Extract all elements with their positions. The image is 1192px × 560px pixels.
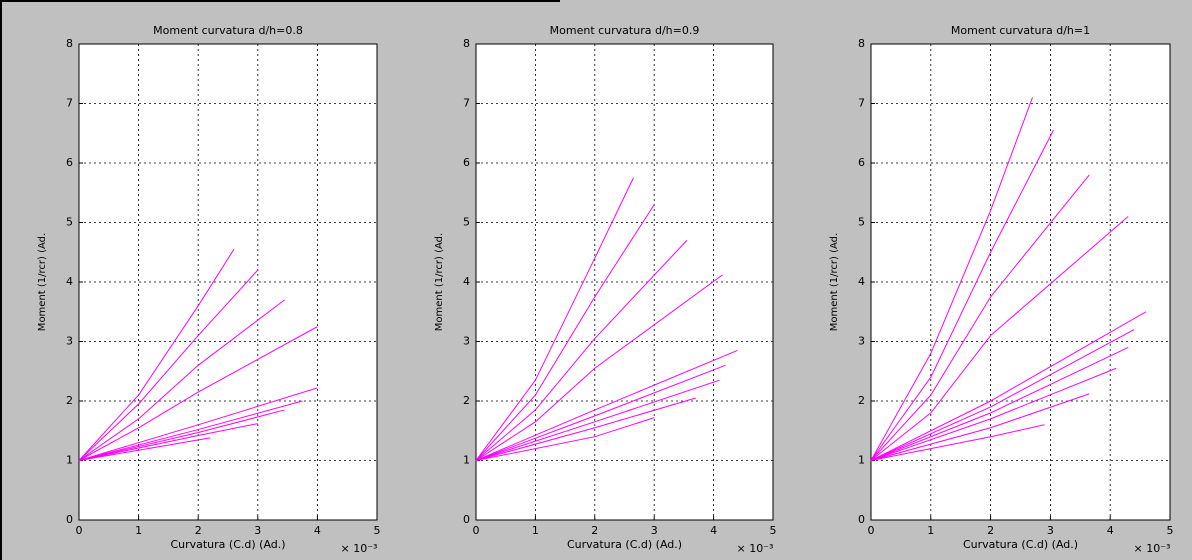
y-tick-label: 3 [463, 335, 470, 348]
x-axis-label: Curvatura (C.d) (Ad.) [963, 538, 1078, 551]
plot-area [78, 43, 378, 521]
y-tick-label: 7 [463, 97, 470, 110]
x-tick-label: 5 [770, 524, 777, 537]
curve [475, 379, 720, 461]
curve [870, 216, 1129, 461]
x-tick-label: 2 [195, 524, 202, 537]
x-axis-multiplier: × 10⁻³ [341, 542, 378, 555]
curve [475, 397, 696, 461]
chart-title: Moment curvatura d/h=1 [951, 24, 1090, 37]
curve [78, 249, 235, 461]
x-tick-label: 0 [473, 524, 480, 537]
y-tick-label: 8 [66, 37, 73, 50]
y-tick-label: 5 [66, 216, 73, 229]
x-tick-label: 0 [868, 524, 875, 537]
y-tick-label: 0 [66, 513, 73, 526]
y-tick-label: 2 [66, 394, 73, 407]
y-tick-label: 0 [463, 513, 470, 526]
x-tick-label: 1 [135, 524, 142, 537]
curve [475, 177, 634, 461]
y-tick-label: 4 [858, 275, 865, 288]
x-tick-label: 5 [374, 524, 381, 537]
y-tick-label: 2 [858, 394, 865, 407]
curve [870, 393, 1090, 461]
curve [870, 311, 1147, 461]
x-axis-multiplier: × 10⁻³ [1134, 542, 1171, 555]
curve [475, 417, 655, 461]
curve [78, 437, 211, 461]
curve [870, 174, 1090, 461]
chart-title: Moment curvatura d/h=0.9 [550, 24, 700, 37]
curve [870, 367, 1117, 461]
y-tick-label: 7 [66, 97, 73, 110]
y-tick-label: 6 [858, 156, 865, 169]
curve [475, 274, 723, 461]
curve [870, 97, 1033, 461]
y-tick-label: 0 [858, 513, 865, 526]
y-axis-label: Moment (1/rcr) (Ad. [37, 233, 48, 331]
y-tick-label: 6 [463, 156, 470, 169]
curve [475, 349, 738, 461]
y-tick-label: 4 [463, 275, 470, 288]
x-tick-label: 4 [1107, 524, 1114, 537]
curve [475, 364, 726, 461]
x-tick-label: 2 [591, 524, 598, 537]
curve [78, 269, 259, 461]
curve [475, 204, 655, 461]
x-tick-label: 2 [987, 524, 994, 537]
curve [78, 299, 285, 461]
y-tick-label: 7 [858, 97, 865, 110]
curve [870, 346, 1129, 461]
x-tick-label: 1 [927, 524, 934, 537]
x-tick-label: 5 [1167, 524, 1174, 537]
y-axis-label: Moment (1/rcr) (Ad. [434, 233, 445, 331]
x-axis-multiplier: × 10⁻³ [737, 542, 774, 555]
curve [78, 326, 318, 461]
y-tick-label: 8 [858, 37, 865, 50]
curve [78, 409, 285, 461]
curve [78, 423, 258, 461]
plot-area [475, 43, 774, 521]
plot-frame [475, 43, 774, 521]
plot-frame [78, 43, 378, 521]
y-tick-label: 1 [463, 454, 470, 467]
curve [870, 424, 1045, 461]
x-tick-label: 3 [651, 524, 658, 537]
curve [870, 329, 1135, 461]
x-tick-label: 0 [76, 524, 83, 537]
x-tick-label: 1 [532, 524, 539, 537]
y-tick-label: 3 [66, 335, 73, 348]
y-tick-label: 3 [858, 335, 865, 348]
y-tick-label: 6 [66, 156, 73, 169]
x-axis-label: Curvatura (C.d) (Ad.) [170, 538, 285, 551]
y-tick-label: 5 [858, 216, 865, 229]
plot-frame [870, 43, 1171, 521]
x-axis-label: Curvatura (C.d) (Ad.) [567, 538, 682, 551]
y-tick-label: 8 [463, 37, 470, 50]
y-tick-label: 1 [858, 454, 865, 467]
y-tick-label: 1 [66, 454, 73, 467]
y-tick-label: 5 [463, 216, 470, 229]
chart-title: Moment curvatura d/h=0.8 [153, 24, 303, 37]
curve [78, 387, 318, 461]
curve [475, 240, 688, 461]
curve [78, 400, 303, 461]
x-tick-label: 3 [254, 524, 261, 537]
y-tick-label: 2 [463, 394, 470, 407]
y-tick-label: 4 [66, 275, 73, 288]
x-tick-label: 3 [1047, 524, 1054, 537]
y-axis-label: Moment (1/rcr) (Ad. [829, 233, 840, 331]
curve [870, 130, 1054, 461]
x-tick-label: 4 [314, 524, 321, 537]
x-tick-label: 4 [710, 524, 717, 537]
